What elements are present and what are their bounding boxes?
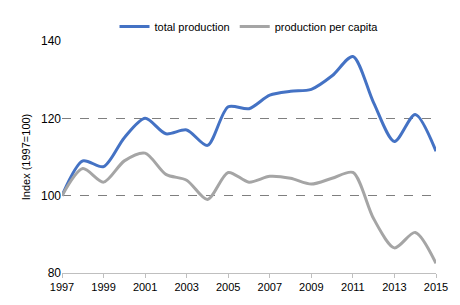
- svg-text:140: 140: [41, 34, 61, 48]
- svg-text:1997: 1997: [50, 281, 74, 293]
- svg-text:2009: 2009: [299, 281, 323, 293]
- svg-text:2007: 2007: [258, 281, 282, 293]
- svg-text:2005: 2005: [216, 281, 240, 293]
- svg-text:2011: 2011: [341, 281, 365, 293]
- svg-text:production per capita: production per capita: [275, 21, 379, 33]
- svg-text:2001: 2001: [133, 281, 157, 293]
- svg-text:100: 100: [41, 189, 61, 203]
- svg-text:1999: 1999: [91, 281, 115, 293]
- svg-text:2015: 2015: [424, 281, 448, 293]
- svg-text:Index (1997=100): Index (1997=100): [20, 114, 32, 201]
- svg-text:120: 120: [41, 112, 61, 126]
- svg-text:2013: 2013: [382, 281, 406, 293]
- svg-text:total production: total production: [155, 21, 230, 33]
- svg-text:80: 80: [48, 266, 62, 280]
- svg-text:2003: 2003: [174, 281, 198, 293]
